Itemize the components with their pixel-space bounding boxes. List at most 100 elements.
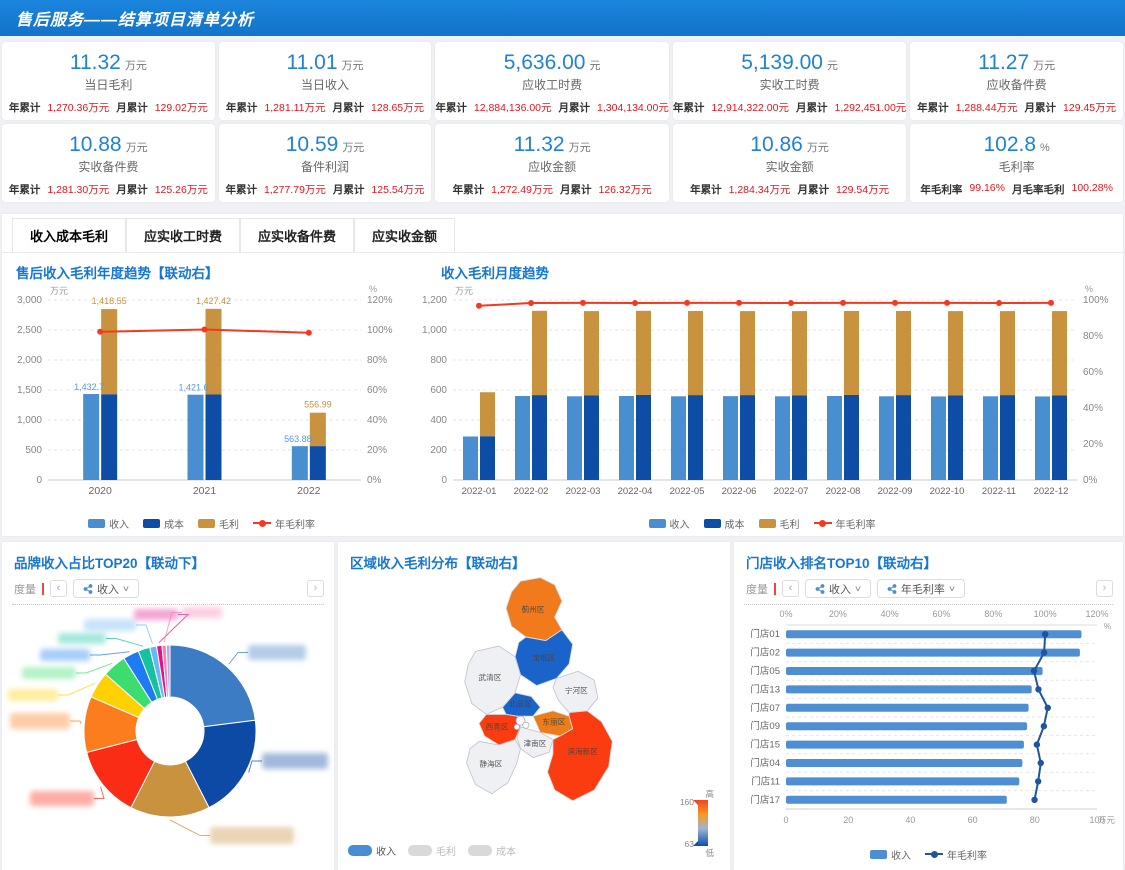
- cost-bar[interactable]: [480, 436, 495, 480]
- income-bar[interactable]: [775, 396, 790, 480]
- income-bar[interactable]: [187, 394, 204, 480]
- cost-bar[interactable]: [792, 395, 807, 480]
- map-legend-item-成本[interactable]: 成本: [468, 843, 516, 858]
- scale-top-handle[interactable]: [693, 800, 698, 805]
- profit-bar[interactable]: [584, 311, 599, 396]
- cost-bar[interactable]: [532, 395, 547, 480]
- cost-bar[interactable]: [740, 395, 755, 480]
- store-income-bar[interactable]: [786, 722, 1028, 731]
- tab-收入成本毛利[interactable]: 收入成本毛利: [12, 218, 127, 252]
- income-bar[interactable]: [619, 396, 634, 480]
- legend-item-收入[interactable]: 收入: [88, 516, 129, 531]
- income-bar[interactable]: [291, 446, 308, 480]
- income-bar[interactable]: [827, 396, 842, 480]
- rate-point[interactable]: [528, 300, 534, 307]
- map-legend-item-收入[interactable]: 收入: [348, 843, 396, 858]
- cost-bar[interactable]: [101, 394, 118, 480]
- income-bar[interactable]: [463, 436, 478, 481]
- map-legend-item-毛利[interactable]: 毛利: [408, 843, 456, 858]
- profit-bar[interactable]: [205, 308, 222, 395]
- scroll-right-icon[interactable]: ›: [307, 580, 324, 597]
- income-bar[interactable]: [931, 396, 946, 480]
- tab-应实收金额[interactable]: 应实收金额: [354, 218, 456, 252]
- profit-bar[interactable]: [309, 412, 326, 447]
- income-bar[interactable]: [723, 396, 738, 480]
- income-bar[interactable]: [515, 396, 530, 480]
- donut-slice[interactable]: [184, 719, 257, 809]
- store-rate-point[interactable]: [1034, 778, 1042, 785]
- rate-point[interactable]: [840, 299, 846, 306]
- cost-bar[interactable]: [636, 394, 651, 480]
- profit-bar[interactable]: [844, 310, 859, 395]
- store-income-bar[interactable]: [786, 630, 1082, 639]
- legend-item-年毛利率[interactable]: 年毛利率: [253, 516, 315, 531]
- legend-item-年毛利率[interactable]: 年毛利率: [925, 847, 987, 862]
- scroll-left-icon[interactable]: ‹: [782, 580, 799, 597]
- rate-point[interactable]: [944, 299, 950, 306]
- scroll-left-icon[interactable]: ‹: [50, 580, 67, 597]
- rate-point[interactable]: [97, 328, 104, 335]
- brand-measure-dropdown[interactable]: 收入 ∨: [73, 579, 139, 598]
- store-income-bar[interactable]: [786, 740, 1024, 749]
- rate-point[interactable]: [892, 299, 898, 306]
- store-rate-point[interactable]: [1030, 667, 1038, 675]
- rate-point[interactable]: [580, 299, 586, 306]
- city-core-district[interactable]: [513, 723, 520, 731]
- city-core-district[interactable]: [515, 715, 526, 726]
- store-rate-point[interactable]: [1037, 759, 1044, 767]
- tab-应实收工时费[interactable]: 应实收工时费: [126, 218, 241, 252]
- cost-bar[interactable]: [1000, 395, 1015, 480]
- store-measure-dropdown-2[interactable]: 年毛利率 ∨: [876, 579, 965, 598]
- income-bar[interactable]: [567, 396, 582, 480]
- profit-bar[interactable]: [740, 311, 755, 396]
- income-bar[interactable]: [879, 396, 894, 480]
- store-rate-point[interactable]: [1033, 741, 1041, 748]
- rate-point[interactable]: [476, 302, 482, 309]
- cost-bar[interactable]: [896, 395, 911, 480]
- tab-应实收备件费[interactable]: 应实收备件费: [240, 218, 355, 252]
- cost-bar[interactable]: [205, 394, 222, 481]
- legend-item-成本[interactable]: 成本: [143, 516, 184, 531]
- donut-slice[interactable]: [165, 644, 171, 698]
- store-income-bar[interactable]: [786, 795, 1007, 804]
- rate-point[interactable]: [632, 300, 638, 307]
- legend-item-收入[interactable]: 收入: [870, 847, 911, 862]
- scale-bottom-handle[interactable]: [693, 841, 698, 846]
- cost-bar[interactable]: [948, 395, 963, 480]
- cost-bar[interactable]: [309, 446, 326, 480]
- store-income-bar[interactable]: [786, 759, 1023, 767]
- profit-bar[interactable]: [1000, 311, 1015, 396]
- store-rate-point[interactable]: [1041, 631, 1049, 638]
- profit-bar[interactable]: [948, 311, 963, 396]
- legend-item-成本[interactable]: 成本: [703, 516, 745, 531]
- city-core-district[interactable]: [522, 721, 530, 729]
- profit-bar[interactable]: [688, 310, 703, 396]
- profit-bar[interactable]: [896, 310, 911, 396]
- rate-point[interactable]: [201, 326, 208, 333]
- donut-slice[interactable]: [169, 644, 256, 728]
- legend-item-年毛利率[interactable]: 年毛利率: [813, 516, 876, 531]
- income-bar[interactable]: [83, 394, 100, 480]
- rate-point[interactable]: [996, 300, 1002, 307]
- map-color-scale[interactable]: 高 160 63 低: [676, 789, 716, 858]
- rate-point[interactable]: [788, 300, 794, 307]
- income-bar[interactable]: [1035, 396, 1050, 480]
- income-bar[interactable]: [671, 396, 686, 480]
- store-income-bar[interactable]: [786, 667, 1043, 675]
- profit-bar[interactable]: [636, 310, 651, 395]
- rate-point[interactable]: [684, 299, 690, 306]
- scroll-right-icon[interactable]: ›: [1096, 580, 1113, 597]
- legend-item-收入[interactable]: 收入: [648, 516, 690, 531]
- district-滨海新区[interactable]: [547, 710, 613, 802]
- legend-item-毛利[interactable]: 毛利: [198, 516, 239, 531]
- store-rate-point[interactable]: [1040, 723, 1048, 730]
- store-income-bar[interactable]: [786, 648, 1080, 657]
- cost-bar[interactable]: [688, 395, 703, 480]
- store-income-bar[interactable]: [786, 777, 1020, 786]
- rate-point[interactable]: [305, 329, 312, 336]
- store-rate-point[interactable]: [1040, 649, 1048, 656]
- district-静海区[interactable]: [466, 739, 521, 795]
- profit-bar[interactable]: [480, 392, 495, 437]
- profit-bar[interactable]: [792, 311, 807, 396]
- district-津南区[interactable]: [516, 726, 554, 759]
